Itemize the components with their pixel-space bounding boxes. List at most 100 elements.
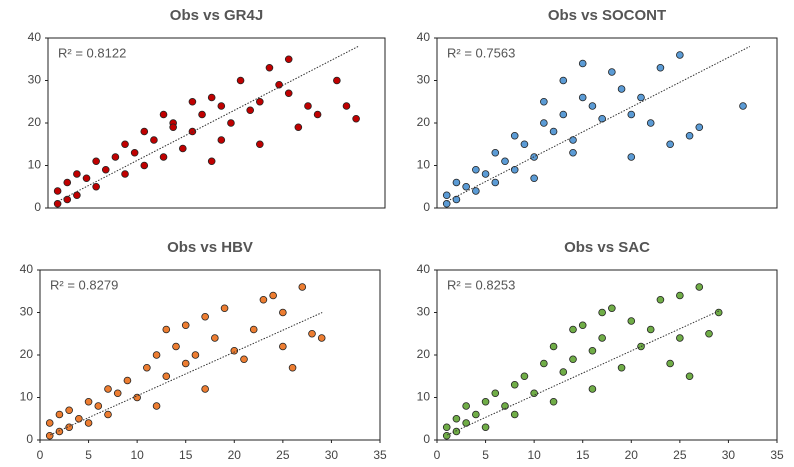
y-tick-label: 40 — [417, 262, 431, 276]
point — [63, 178, 72, 187]
y-tick-label: 30 — [28, 73, 42, 87]
point — [491, 148, 500, 157]
point — [217, 102, 226, 110]
point — [520, 140, 529, 149]
point — [159, 110, 168, 119]
point — [569, 148, 577, 157]
point — [211, 334, 219, 342]
point — [198, 110, 206, 119]
point — [472, 165, 480, 174]
point — [481, 170, 490, 178]
point — [510, 131, 519, 140]
x-tick-label: 20 — [228, 448, 242, 462]
y-tick-label: 0 — [34, 200, 41, 214]
point — [452, 414, 461, 423]
point — [63, 195, 72, 204]
x-tick-label: 10 — [130, 448, 144, 462]
point — [501, 402, 509, 410]
point — [201, 385, 209, 393]
point — [304, 102, 312, 110]
point — [179, 144, 187, 153]
point — [104, 410, 112, 419]
point — [695, 123, 704, 132]
y-tick-label: 20 — [20, 347, 34, 361]
point — [656, 295, 665, 304]
point — [265, 63, 274, 72]
point — [298, 283, 307, 291]
point — [259, 295, 268, 304]
chart-title: Obs vs GR4J — [170, 7, 263, 24]
r-squared: R² = 0.7563 — [447, 45, 515, 60]
trendline — [49, 312, 323, 436]
point — [65, 423, 73, 432]
point — [227, 119, 235, 127]
point — [705, 329, 713, 338]
point — [540, 359, 548, 368]
point — [588, 346, 597, 355]
x-tick-label: 25 — [673, 448, 687, 462]
point — [695, 283, 704, 291]
point — [246, 106, 255, 115]
point — [256, 97, 264, 106]
point — [510, 410, 519, 419]
x-tick-label: 5 — [482, 448, 489, 462]
point — [201, 312, 209, 321]
point — [549, 342, 558, 351]
chart-title: Obs vs HBV — [167, 239, 253, 256]
trendline — [446, 46, 751, 202]
point — [121, 170, 129, 178]
point — [627, 110, 636, 119]
point — [152, 351, 161, 359]
r-squared: R² = 0.8279 — [50, 277, 118, 292]
trendline — [446, 310, 720, 436]
chart-title: Obs vs SOCONT — [548, 7, 666, 24]
point — [217, 136, 226, 144]
point — [578, 59, 587, 68]
point — [159, 153, 168, 161]
point — [288, 363, 297, 372]
point — [559, 368, 568, 376]
x-tick-label: 20 — [625, 448, 639, 462]
point — [181, 359, 190, 368]
point — [279, 308, 287, 317]
point — [578, 321, 587, 330]
point — [540, 119, 548, 127]
point — [676, 291, 684, 300]
point — [45, 431, 54, 440]
point — [442, 191, 451, 200]
point — [130, 148, 139, 157]
x-tick-label: 15 — [179, 448, 193, 462]
point — [588, 385, 597, 393]
r-squared: R² = 0.8122 — [58, 45, 126, 60]
point — [279, 342, 287, 351]
point — [549, 397, 558, 406]
point — [462, 419, 470, 427]
y-tick-label: 30 — [417, 305, 431, 319]
point — [685, 372, 694, 381]
point — [188, 97, 197, 106]
plot-area — [47, 37, 386, 209]
point — [84, 397, 93, 406]
point — [530, 174, 538, 183]
point — [111, 153, 120, 161]
point — [207, 93, 216, 102]
point — [676, 334, 684, 342]
y-tick-label: 40 — [20, 262, 34, 276]
x-tick-label: 15 — [576, 448, 590, 462]
point — [588, 102, 597, 110]
point — [442, 431, 451, 440]
plot-area — [39, 269, 381, 441]
point — [236, 76, 245, 85]
point — [491, 178, 500, 187]
point — [530, 153, 538, 161]
point — [82, 174, 91, 183]
point — [598, 308, 606, 317]
point — [113, 389, 122, 398]
point — [249, 325, 258, 334]
point — [162, 372, 171, 381]
point — [598, 334, 606, 342]
point — [472, 410, 480, 419]
point — [140, 127, 149, 136]
point — [53, 199, 62, 208]
